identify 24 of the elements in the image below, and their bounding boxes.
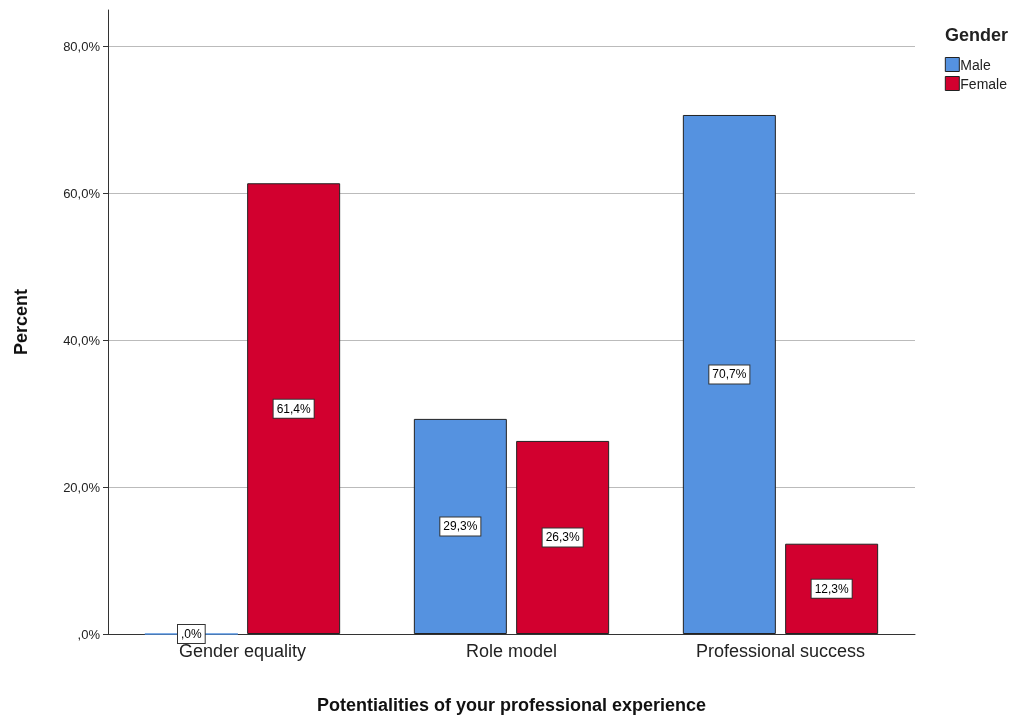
data-label: 26,3% <box>545 530 580 545</box>
y-tick-label: 20,0% <box>63 479 101 495</box>
bar <box>413 418 507 634</box>
bar <box>516 440 610 634</box>
y-tick-label: 60,0% <box>63 186 101 202</box>
legend-label: Female <box>960 75 1008 92</box>
x-axis-title: Potentialities of your professional experience <box>316 695 707 715</box>
data-label: 61,4% <box>276 401 311 416</box>
y-tick-label: ,0% <box>77 626 101 642</box>
bar <box>785 543 879 634</box>
legend-title: Gender <box>944 25 1009 45</box>
data-label: ,0% <box>181 627 203 641</box>
legend-label: Male <box>960 56 991 73</box>
data-label: 70,7% <box>712 367 747 382</box>
data-label: 12,3% <box>814 581 849 596</box>
x-tick-label: Role model <box>465 641 558 661</box>
bar <box>682 114 776 634</box>
data-label: 29,3% <box>443 519 478 534</box>
y-axis-title: Percent <box>11 288 31 356</box>
y-tick-label: 80,0% <box>63 39 101 55</box>
x-tick-label: Gender equality <box>178 641 307 661</box>
bar <box>247 183 341 634</box>
y-tick-label: 40,0% <box>63 332 101 348</box>
x-tick-label: Professional success <box>695 641 866 661</box>
